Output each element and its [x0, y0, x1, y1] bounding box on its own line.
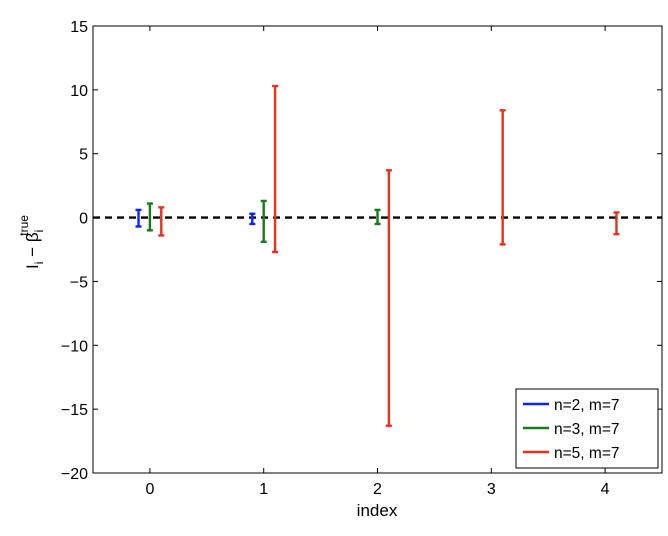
y-label-sub2: i	[32, 230, 46, 233]
errorbar	[272, 84, 279, 254]
legend: n=2, m=7 n=3, m=7 n=5, m=7	[515, 388, 659, 469]
svg-text:Ii − βitrue: Ii − βitrue	[17, 215, 46, 269]
y-tick-label: 15	[70, 19, 88, 36]
y-tick-label: −5	[70, 274, 88, 291]
y-label-sup: true	[17, 215, 31, 236]
axes: 0 1 2 3 4 15 10 5 0 −5 −10 −15 −20	[61, 19, 663, 498]
legend-entry: n=3, m=7	[523, 421, 620, 438]
legend-label: n=3, m=7	[554, 421, 620, 438]
errorbar-layer	[135, 84, 620, 427]
errorbar	[135, 208, 142, 228]
legend-entry: n=2, m=7	[523, 397, 620, 414]
errorbar	[499, 109, 506, 246]
errorbar	[374, 208, 381, 226]
legend-label: n=5, m=7	[554, 445, 620, 462]
x-tick-label: 2	[373, 481, 382, 498]
errorbar	[613, 211, 620, 236]
y-axis-label: Ii − βitrue	[17, 215, 46, 269]
errorbar	[385, 169, 392, 427]
x-tick-label: 4	[601, 481, 610, 498]
y-tick-label: −15	[61, 402, 88, 419]
x-axis-label: index	[357, 501, 398, 520]
y-label-dash: −	[23, 242, 42, 261]
x-tick-label: 1	[259, 481, 268, 498]
y-tick-label: −20	[61, 466, 88, 483]
y-tick-label: −10	[61, 338, 88, 355]
x-tick-label: 0	[145, 481, 154, 498]
errorbar	[249, 212, 256, 226]
y-tick-label: 5	[79, 147, 88, 164]
x-tick-label: 3	[487, 481, 496, 498]
y-label-sub1: i	[32, 262, 46, 265]
legend-entry: n=5, m=7	[523, 445, 620, 462]
y-tick-label: 10	[70, 83, 88, 100]
y-label-main: I	[23, 264, 42, 269]
errorbar	[260, 199, 267, 244]
errorbar	[158, 206, 165, 237]
errorbar	[146, 202, 153, 232]
y-tick-label: 0	[79, 211, 88, 228]
y-label-beta: β	[23, 232, 42, 242]
legend-label: n=2, m=7	[554, 397, 620, 414]
